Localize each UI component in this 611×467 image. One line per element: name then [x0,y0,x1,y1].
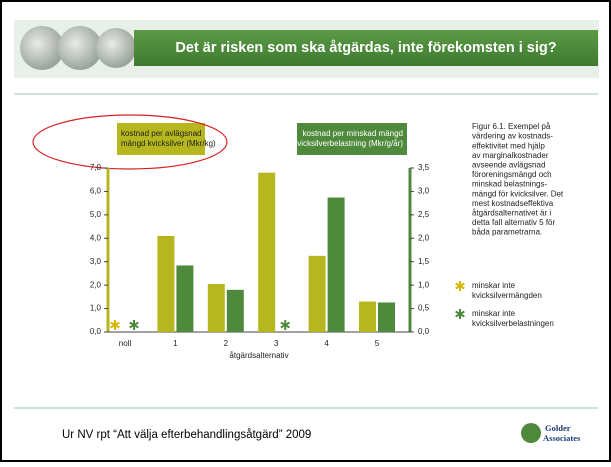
caption-line: åtgärdsalternativet är i [472,209,551,218]
caption-line: avseende avlägsnad [472,161,545,170]
logo-mark [521,423,541,443]
globe [20,26,64,70]
note-text: kvicksilvermängden [472,291,542,300]
bar [208,284,225,332]
logo-text: Associates [543,433,581,443]
y2-tick-label: 0,5 [418,304,430,313]
caption-line: Figur 6.1. Exempel på [472,122,551,131]
caption-line: mest kostnadseffektiva [472,199,554,208]
caption-line: detta fall alternativ 5 för [472,218,555,227]
x-tick-label: 4 [324,339,329,348]
note-text: minskar inte [472,281,516,290]
slide-title: Det är risken som ska åtgärdas, inte för… [175,40,556,56]
x-tick-label: 3 [274,339,279,348]
note-text: kvicksilverbelastningen [472,319,554,328]
y2-tick-label: 2,5 [418,210,430,219]
y2-tick-label: 1,0 [418,280,430,289]
y2-tick-label: 3,5 [418,163,430,172]
caption-line: av marginalkostnader [472,151,549,160]
caption-line: värdering av kostnads- [472,132,553,141]
caption-line: båda parametrarna. [472,228,542,237]
bar [157,236,174,332]
x-tick-label: 5 [375,339,380,348]
note-text: minskar inte [472,309,516,318]
y2-tick-label: 0,0 [418,327,430,336]
y2-tick-label: 2,0 [418,233,430,242]
y-tick-label: 7,0 [90,163,102,172]
bar [176,265,193,332]
y-tick-label: 5,0 [90,210,102,219]
caption-line: minskad belastnings- [472,180,547,189]
bar [378,302,395,332]
y-tick-label: 6,0 [90,187,102,196]
bar [227,290,244,332]
x-axis-label: åtgärdsalternativ [229,351,288,360]
x-tick-label: 1 [173,339,178,348]
caption-line: effektivitet med hjälp [472,141,545,150]
slide: Det är risken som ska åtgärdas, inte för… [0,0,611,462]
globe [96,28,136,68]
y-tick-label: 2,0 [90,280,102,289]
x-tick-label: 2 [224,339,229,348]
caption-line: mängd för kvicksilver. Det [472,189,564,198]
bar [328,198,345,332]
y-tick-label: 3,0 [90,257,102,266]
y2-tick-label: 1,5 [418,257,430,266]
bar [309,256,326,332]
x-tick-label: noll [119,339,132,348]
logo-text: Golder [545,423,571,433]
y-tick-label: 1,0 [90,304,102,313]
bar [359,302,376,332]
source-text: Ur NV rpt “Att välja efterbehandlingsåtg… [62,429,311,441]
y-tick-label: 4,0 [90,233,102,242]
y-tick-label: 0,0 [90,327,102,336]
caption-line: föroreningsmängd och [472,170,552,179]
bar [258,173,275,332]
globe [58,26,102,70]
y2-tick-label: 3,0 [418,187,430,196]
